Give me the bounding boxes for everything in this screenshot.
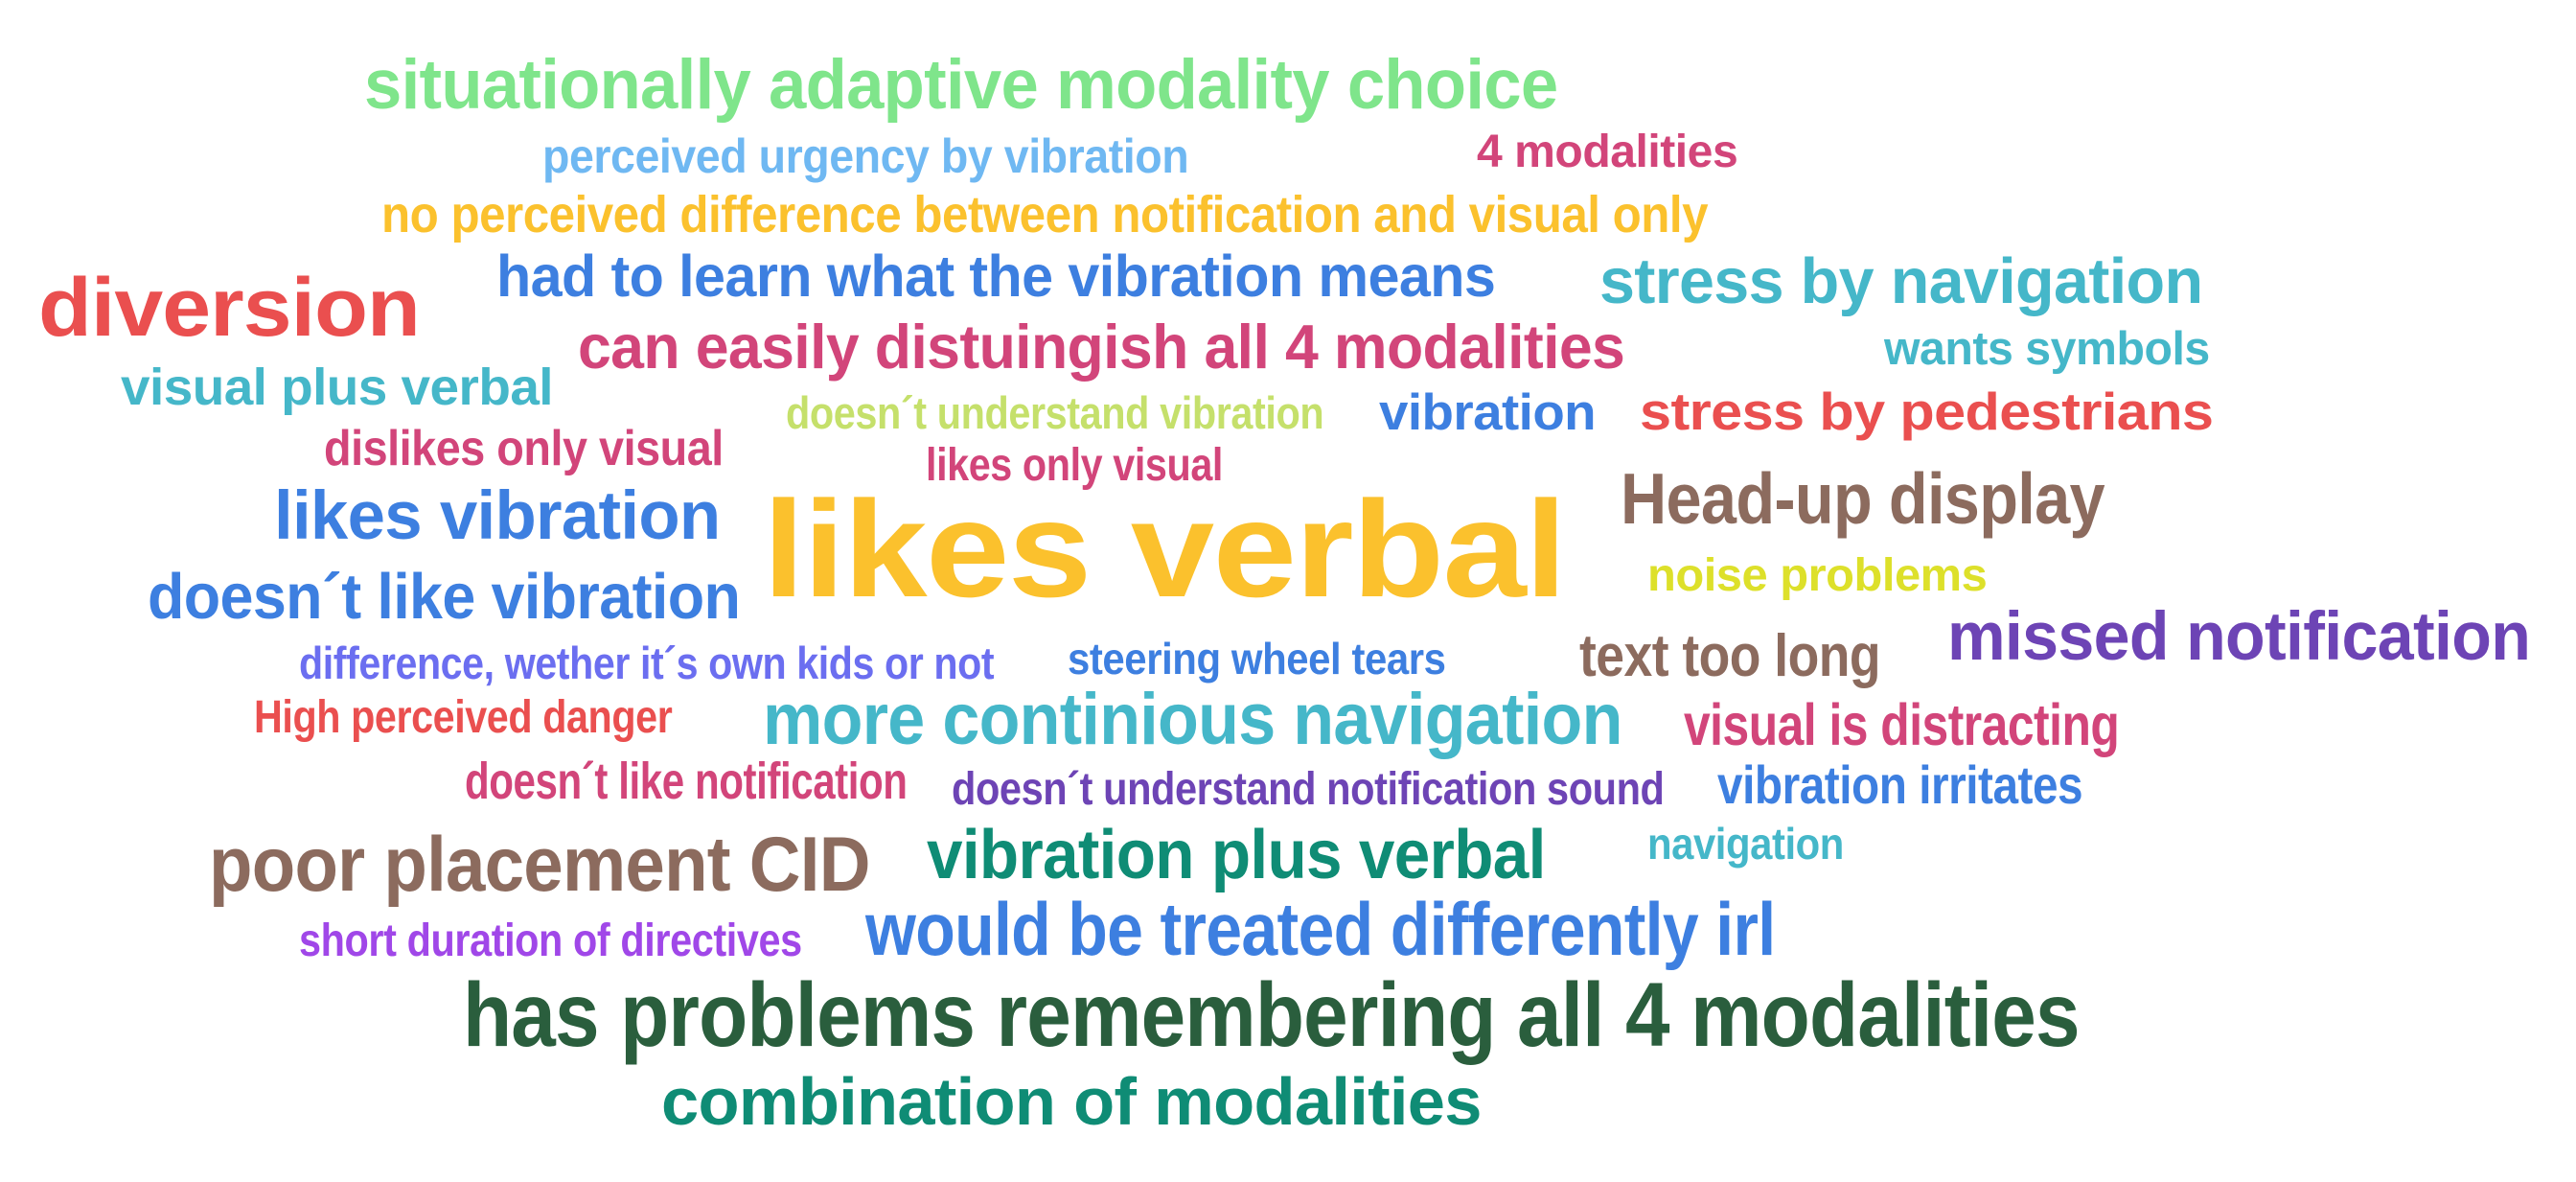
word-likes-verbal: likes verbal (763, 474, 1567, 626)
word-no-perceived-difference: no perceived difference between notifica… (381, 186, 1709, 243)
word-navigation: navigation (1647, 819, 1844, 869)
word-stress-by-navigation: stress by navigation (1599, 245, 2203, 317)
word-wants-symbols: wants symbols (1884, 323, 2210, 375)
word-visual-plus-verbal: visual plus verbal (121, 359, 554, 416)
word-doesnt-understand-notification-sound: doesn´t understand notification sound (952, 764, 1665, 815)
word-head-up-display: Head-up display (1621, 458, 2105, 539)
word-visual-is-distracting: visual is distracting (1684, 692, 2120, 757)
word-would-be-treated-differently: would be treated differently irl (865, 887, 1776, 971)
word-likes-only-visual: likes only visual (926, 440, 1223, 491)
word-can-easily-distuingish: can easily distuingish all 4 modalities (578, 312, 1625, 382)
word-vibration-plus-verbal: vibration plus verbal (927, 817, 1546, 893)
word-dislikes-only-visual: dislikes only visual (324, 421, 724, 476)
word-steering-wheel-tears: steering wheel tears (1068, 634, 1446, 684)
word-doesnt-like-vibration: doesn´t like vibration (148, 561, 741, 633)
word-likes-vibration: likes vibration (274, 478, 721, 554)
word-perceived-urgency-by-vibration: perceived urgency by vibration (542, 129, 1189, 183)
word-difference-own-kids: difference, wether it´s own kids or not (299, 637, 995, 688)
word-missed-notification: missed notification (1947, 599, 2531, 675)
word-noise-problems: noise problems (1647, 550, 1988, 601)
word-doesnt-like-notification: doesn´t like notification (465, 753, 908, 810)
word-stress-by-pedestrians: stress by pedestrians (1640, 382, 2214, 441)
word-had-to-learn-vibration: had to learn what the vibration means (496, 243, 1496, 309)
word-situationally-adaptive-modality-choice: situationally adaptive modality choice (364, 46, 1558, 124)
word-4-modalities: 4 modalities (1477, 127, 1738, 177)
word-text-too-long: text too long (1579, 623, 1881, 689)
word-diversion: diversion (38, 262, 421, 354)
word-high-perceived-danger: High perceived danger (254, 692, 673, 743)
word-vibration-irritates: vibration irritates (1717, 754, 2083, 815)
word-vibration: vibration (1379, 384, 1597, 441)
word-has-problems-remembering: has problems remembering all 4 modalitie… (463, 964, 2081, 1066)
word-doesnt-understand-vibration: doesn´t understand vibration (786, 387, 1324, 438)
word-poor-placement-cid: poor placement CID (209, 822, 870, 908)
word-more-continious-navigation: more continious navigation (763, 679, 1622, 760)
word-combination-of-modalities: combination of modalities (661, 1064, 1482, 1139)
word-short-duration-of-directives: short duration of directives (299, 915, 802, 966)
